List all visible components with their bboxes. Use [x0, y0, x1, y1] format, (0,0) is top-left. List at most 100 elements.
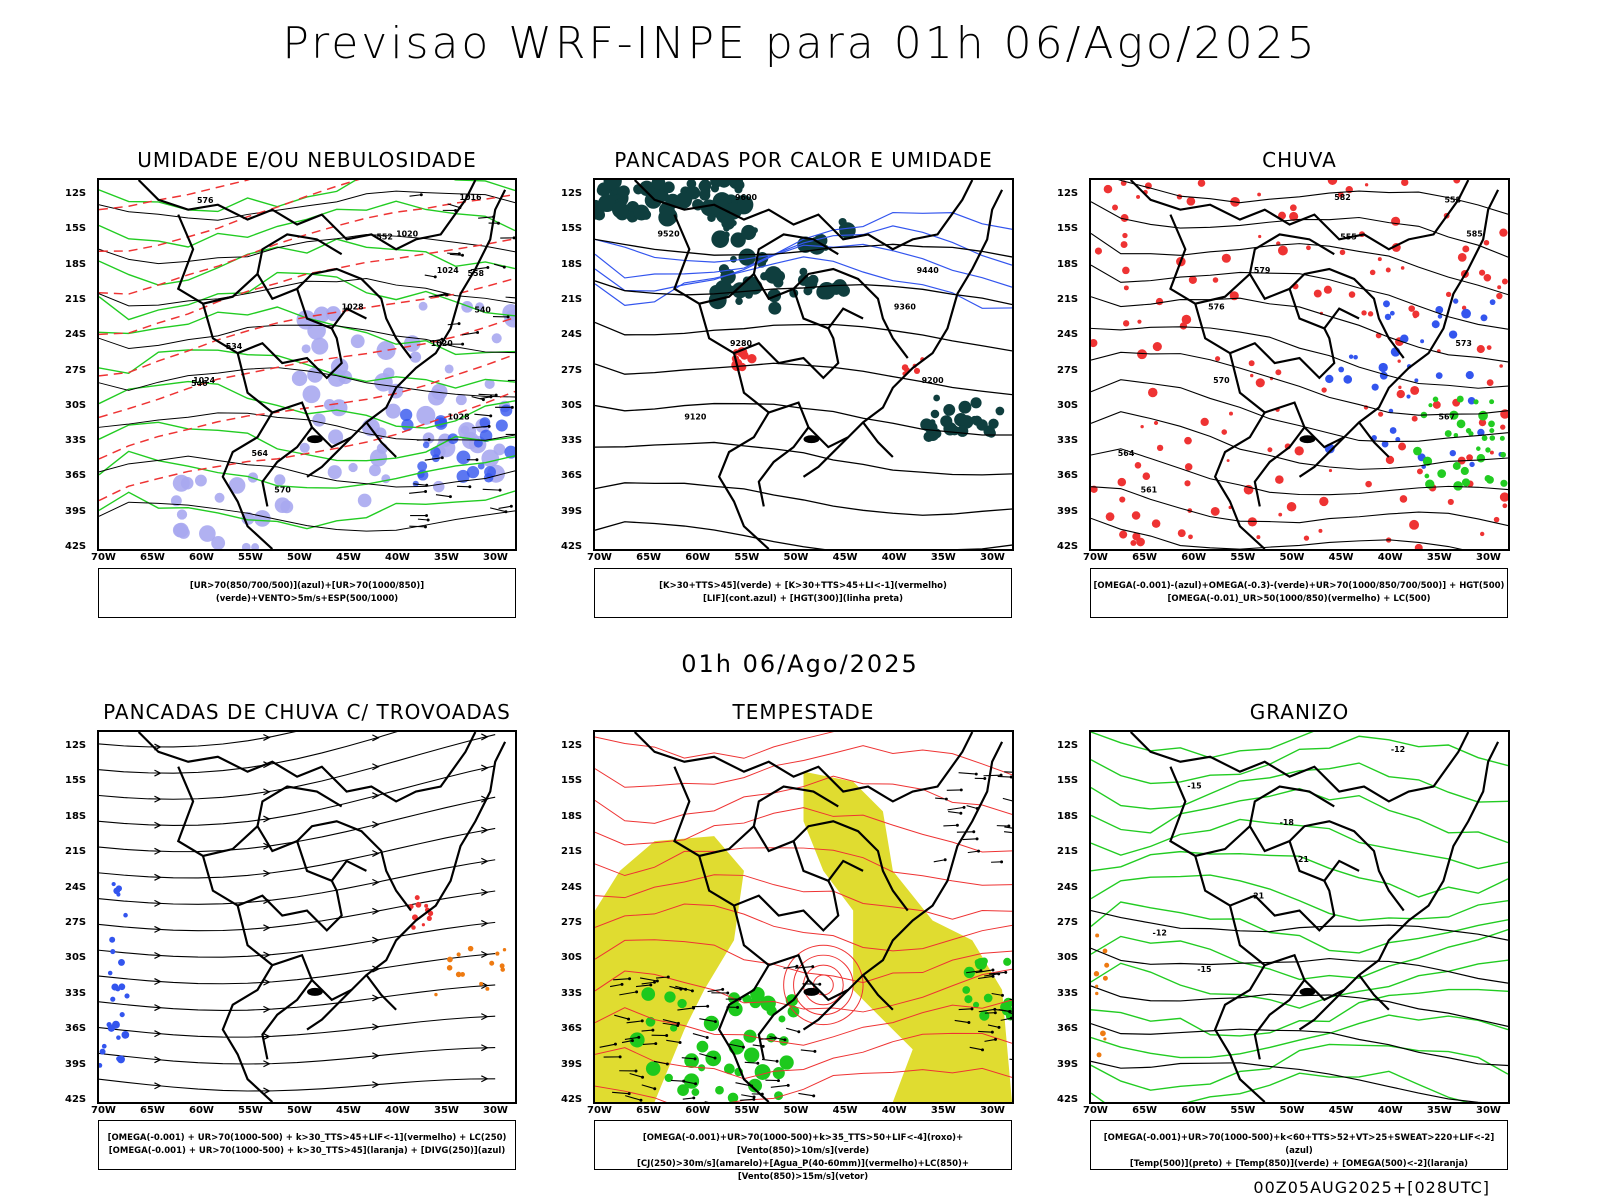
lat-tick-label: 36S	[1057, 1023, 1079, 1035]
legend-box-trovoadas: [OMEGA(-0.001) + UR>70(1000-500) + k>30_…	[98, 1120, 516, 1170]
lon-tick-label: 50W	[783, 1105, 809, 1116]
lat-tick-label: 30S	[65, 952, 87, 964]
lat-tick-label: 42S	[65, 541, 87, 552]
legend-line: [Temp(500)](preto) + [Temp(850)](verde) …	[1129, 1159, 1469, 1169]
lon-tick-label: 70W	[587, 552, 612, 563]
lat-tick-label: 21S	[1057, 293, 1079, 305]
contour-label: 564	[252, 449, 269, 458]
lat-tick-label: 33S	[65, 987, 87, 999]
main-title: Previsao WRF-INPE para 01h 06/Ago/2025	[282, 18, 1318, 69]
lon-tick-label: 50W	[1279, 1105, 1305, 1116]
lat-tick-label: 39S	[1057, 1058, 1079, 1070]
country-borders	[1129, 732, 1500, 1102]
lon-tick-label: 30W	[1476, 1105, 1501, 1116]
lat-tick-label: 36S	[561, 470, 583, 482]
lon-tick-label: 45W	[832, 1105, 858, 1116]
lat-tick-label: 15S	[65, 223, 87, 235]
panel-title-trovoadas: PANCADAS DE CHUVA C/ TROVOADAS	[103, 700, 511, 724]
lat-tick-label: 24S	[1057, 881, 1079, 893]
lat-tick-label: 12S	[1057, 740, 1079, 751]
lon-tick-label: 65W	[140, 552, 165, 563]
contour-label: 570	[1213, 376, 1230, 385]
lat-tick-label: 33S	[1057, 435, 1079, 447]
contour-label: 9120	[684, 412, 707, 421]
lon-tick-label: 35W	[434, 1105, 459, 1116]
lon-tick-label: 40W	[1377, 552, 1403, 563]
lon-tick-label: 70W	[91, 1105, 116, 1116]
lon-tick-label: 55W	[238, 1105, 263, 1116]
lon-tick-label: 45W	[336, 552, 361, 563]
lat-tick-label: 36S	[65, 1023, 87, 1035]
contour-label: -12	[1391, 745, 1405, 754]
lat-tick-label: 39S	[65, 1058, 87, 1070]
legend-box-umidade: [UR>70(850/700/500)](azul)+[UR>70(1000/8…	[98, 568, 516, 618]
lat-tick-label: 21S	[1057, 846, 1079, 858]
lon-tick-label: 70W	[1083, 1105, 1108, 1116]
panel-title-umidade: UMIDADE E/OU NEBULOSIDADE	[137, 148, 477, 172]
wind850-green	[962, 957, 1012, 1021]
contour-label: 576	[1208, 303, 1225, 312]
lat-tick-label: 27S	[561, 917, 583, 928]
lat-tick-label: 18S	[561, 258, 583, 270]
lon-tick-label: 60W	[189, 1105, 214, 1116]
hgt500-contours	[1091, 180, 1508, 549]
contour-value-labels: 1016 1020 1024 1028 1020 1024 1028 564 570 576 552…	[191, 193, 491, 495]
lon-tick-label: 30W	[980, 1105, 1005, 1116]
contour-label: 1020	[396, 229, 419, 238]
wind-vectors-850	[599, 964, 822, 1102]
country-borders	[137, 180, 507, 549]
contour-label: 555	[1340, 232, 1357, 241]
lon-tick-label: 65W	[636, 1105, 662, 1116]
contour-label: 540	[474, 306, 491, 315]
lon-tick-label: 65W	[636, 552, 662, 563]
lon-tick-label: 60W	[1181, 1105, 1207, 1116]
panel-title-pancadas-calor: PANCADAS POR CALOR E UMIDADE	[614, 148, 993, 172]
panel-title-tempestade: TEMPESTADE	[732, 700, 875, 724]
thickness-lines	[99, 180, 515, 502]
lat-tick-label: 42S	[1057, 541, 1079, 552]
lat-tick-label: 33S	[65, 435, 87, 447]
contour-label: 579	[1254, 266, 1271, 275]
contour-label: 1016	[460, 193, 483, 202]
lon-tick-label: 35W	[930, 552, 956, 563]
lat-tick-label: 18S	[1057, 810, 1079, 822]
lon-tick-label: 45W	[336, 1105, 361, 1116]
lat-tick-label: 30S	[561, 399, 583, 411]
contour-label: -18	[1280, 818, 1295, 827]
lat-tick-label: 12S	[65, 188, 87, 199]
lat-tick-label: 18S	[561, 810, 583, 822]
lat-tick-label: 15S	[1057, 223, 1079, 235]
country-borders	[633, 180, 1004, 549]
contour-label: 9440	[917, 266, 940, 275]
lat-tick-label: 12S	[65, 740, 87, 751]
map-trovoadas	[97, 730, 517, 1104]
lon-tick-label: 40W	[385, 552, 410, 563]
lat-tick-label: 24S	[65, 329, 87, 341]
contour-label: 552	[376, 232, 393, 241]
jet-stream-area	[595, 771, 1012, 1102]
lat-tick-label: 39S	[561, 505, 583, 517]
run-timestamp: 00Z05AUG2025+[028UTC]	[1253, 1178, 1490, 1197]
contour-label: 534	[226, 342, 243, 351]
lat-tick-label: 24S	[1057, 329, 1079, 341]
map-umidade: 1016 1020 1024 1028 1020 1024 1028 564 570 576 552…	[97, 178, 517, 551]
contour-label: 567	[1439, 412, 1456, 421]
contour-label: -21	[1250, 892, 1264, 901]
legend-line: [OMEGA(-0.001) + UR>70(1000-500) + k>30_…	[107, 1133, 507, 1143]
hgt300-contours	[595, 238, 1012, 549]
contour-label: 564	[1118, 449, 1135, 458]
map-pancadas-calor: 9600 9520 9440 9360 9280 9200 9120	[593, 178, 1014, 551]
lat-tick-label: 24S	[561, 881, 583, 893]
contour-label: 1020	[431, 339, 454, 348]
lat-tick-label: 24S	[561, 329, 583, 341]
contour-label: 558	[467, 269, 484, 278]
lat-tick-label: 15S	[561, 775, 583, 787]
lat-tick-label: 15S	[561, 223, 583, 235]
legend-box-pancadas-calor: [K>30+TTS>45](verde) + [K>30+TTS>45+LI<-…	[594, 568, 1012, 618]
legend-box-tempestade: [OMEGA(-0.001)+UR>70(1000-500)+k>35_TTS>…	[594, 1120, 1012, 1182]
lat-tick-label: 36S	[561, 1023, 583, 1035]
lon-tick-label: 55W	[238, 552, 263, 563]
lon-tick-label: 70W	[587, 1105, 612, 1116]
map-chuva: 582 585 579 576 573 570 567 564 561 558 555	[1089, 178, 1510, 551]
lon-tick-label: 65W	[1132, 1105, 1158, 1116]
